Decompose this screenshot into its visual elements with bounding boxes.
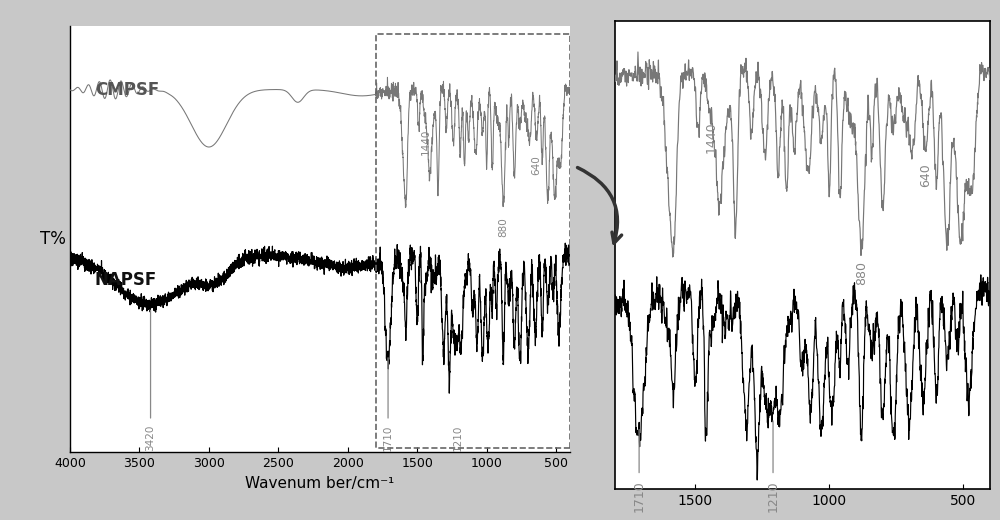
Text: 1210: 1210 — [453, 425, 463, 451]
X-axis label: Wavenum ber/cm⁻¹: Wavenum ber/cm⁻¹ — [245, 476, 395, 491]
Text: 880: 880 — [498, 217, 508, 237]
Text: 640: 640 — [919, 163, 932, 187]
Text: 1440: 1440 — [705, 121, 718, 153]
Text: 640: 640 — [532, 155, 542, 175]
Text: NAPSF: NAPSF — [95, 271, 157, 289]
Text: 1710: 1710 — [383, 425, 393, 451]
Text: 1210: 1210 — [767, 480, 780, 512]
Text: 3420: 3420 — [146, 425, 156, 451]
Y-axis label: T%: T% — [40, 230, 66, 248]
Text: CMPSF: CMPSF — [95, 81, 159, 99]
Text: 880: 880 — [855, 261, 868, 284]
Text: 1440: 1440 — [421, 128, 431, 155]
Text: 1710: 1710 — [633, 480, 646, 512]
Bar — [376, 34, 570, 448]
